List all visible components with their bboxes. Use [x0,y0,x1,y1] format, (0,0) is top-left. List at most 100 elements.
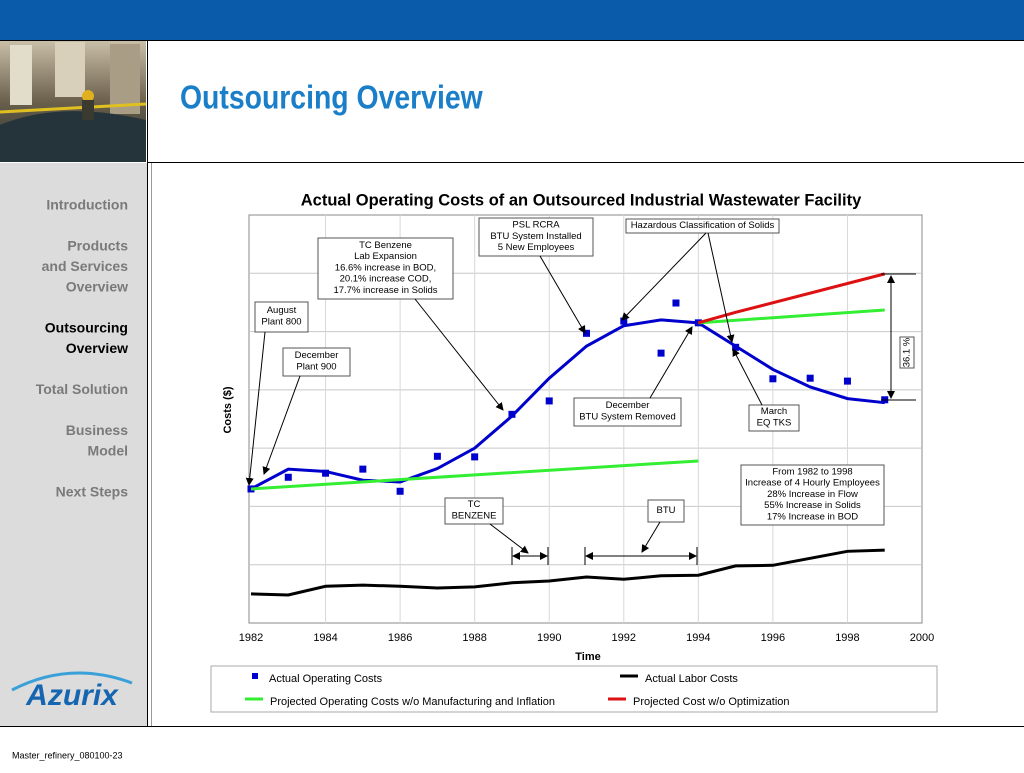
annotation-text: Hazardous Classification of Solids [631,220,775,231]
logo: Azurix [11,671,133,712]
annotation-arrow [732,348,763,406]
annotation-text: December [606,400,650,411]
annotation-box [282,347,351,377]
annotation-text: December [295,350,339,361]
marker [545,397,553,405]
legend-swatch [252,673,258,679]
nav-item: Overview [66,279,128,295]
legend-label: Projected Operating Costs w/o Manufactur… [270,696,555,708]
marker [806,374,814,382]
annotation-text: 55% Increase in Solids [764,500,861,511]
annotation-arrow [262,375,301,475]
legend-label: Actual Labor Costs [645,673,738,685]
annotation-box [444,497,504,525]
series-line [697,272,886,325]
annotation-box [748,404,800,432]
nav-item: Next Steps [56,484,129,500]
marker [657,349,665,357]
annotation-text: BTU System Removed [579,412,676,423]
footer: Master_refinery_080100-23 [12,750,123,760]
annotation-arrow [539,255,586,334]
annotation-text: 5 New Employees [498,242,575,253]
sidebar [0,163,147,726]
marker [433,452,441,460]
slide-title: Outsourcing Overview [180,79,483,117]
annotation-text: Lab Expansion [354,251,417,262]
annotation-text: August [267,305,297,316]
nav-item: Outsourcing [45,320,128,336]
trend-line [250,318,885,491]
x-axis-label: Time [575,651,600,663]
marker [508,410,516,418]
annotation-text: TC Benzene [359,240,412,251]
marker [732,343,740,351]
annotation-box [625,218,780,234]
nav-item: Business [66,422,128,438]
nav-item: Overview [66,340,128,356]
annotation-box [740,464,885,526]
nav-item: Introduction [46,197,128,213]
annotation-box [317,237,454,300]
annotation-arrow [245,331,266,486]
annotation-arrow [489,523,529,554]
marker [583,329,590,337]
series-line [250,548,885,597]
x-tick-label: 1990 [537,632,561,644]
annotation-box [478,217,594,257]
annotation-text: March [761,406,787,417]
x-tick-label: 1984 [313,632,337,644]
nav-item: Products [67,238,128,254]
nav-item: and Services [42,258,129,274]
annotation-text: From 1982 to 1998 [772,466,852,477]
annotation-arrow [649,326,693,399]
top-bar [0,0,1024,40]
annotation-text: PSL RCRA [512,220,560,231]
annotation-text: 36.1 % [902,337,913,367]
marker [284,473,292,481]
legend-label: Projected Cost w/o Optimization [633,696,790,708]
annotation-text: Plant 900 [296,362,336,373]
legend [210,665,938,713]
annotation-text: BTU System Installed [490,231,581,242]
annotation-arrow [707,232,735,343]
annotation-text: 28% Increase in Flow [767,489,858,500]
x-tick-label: 1994 [686,632,710,644]
marker [672,299,680,307]
y-axis-label: Costs ($) [222,386,234,433]
marker [620,317,628,325]
annotation-text: 17.7% increase in Solids [333,285,437,296]
annotation-text: 20.1% increase COD, [340,274,432,285]
annotation-box [647,499,685,523]
x-tick-label: 1996 [761,632,785,644]
annotation-arrow [414,298,504,411]
annotation-text: BENZENE [452,511,497,522]
annotation-box [573,397,682,427]
annotation-arrow [641,521,661,553]
annotation-arrow [621,232,707,321]
logo-text: Azurix [25,679,119,712]
marker [322,469,330,477]
marker [396,487,404,495]
annotation-text: 16.6% increase in BOD, [335,262,436,273]
marker [769,375,777,383]
annotation-text: Increase of 4 Hourly Employees [745,478,880,489]
marker [843,377,851,385]
x-tick-label: 1998 [835,632,859,644]
marker [471,453,479,461]
annotation-text: TC [468,499,481,510]
photo [0,41,147,162]
annotation-text: BTU [657,505,676,516]
x-tick-label: 1986 [388,632,412,644]
annotation-text: 17% Increase in BOD [767,511,858,522]
series-line [250,308,885,491]
annotation-box [899,336,915,369]
nav-item: Total Solution [36,381,128,397]
nav-item: Model [88,443,128,459]
chart-title: Actual Operating Costs of an Outsourced … [301,191,862,209]
annotation-box [254,301,309,333]
annotation-text: Plant 800 [261,317,301,328]
x-tick-label: 1982 [239,632,263,644]
annotation-text: EQ TKS [757,418,792,429]
